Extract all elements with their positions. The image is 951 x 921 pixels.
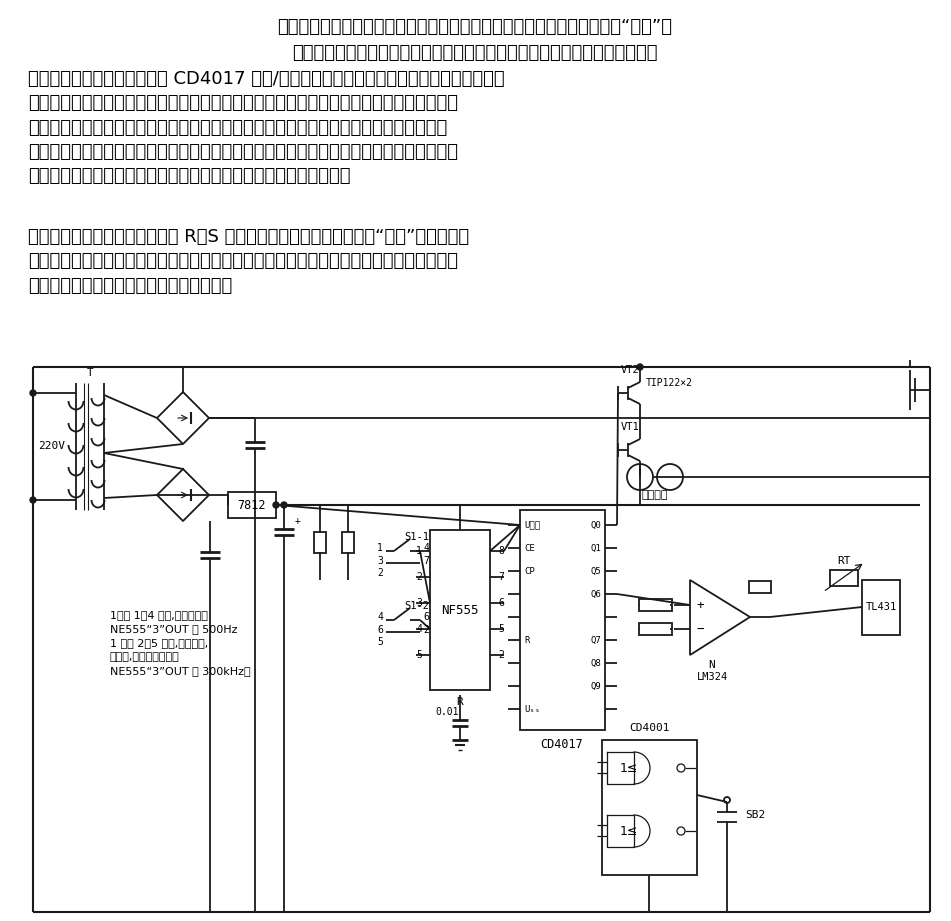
Bar <box>862 580 900 635</box>
Text: T: T <box>87 368 93 378</box>
Text: CP: CP <box>524 566 534 576</box>
Bar <box>830 570 858 586</box>
Circle shape <box>30 497 36 503</box>
Text: 7: 7 <box>498 572 504 582</box>
Bar <box>638 599 671 611</box>
Text: Q8: Q8 <box>591 659 601 668</box>
Text: CE: CE <box>524 543 534 553</box>
Text: 脉冲控制部分由振荡器、比较器、开关电路、锁定部分和脉冲分配部分构成。: 脉冲控制部分由振荡器、比较器、开关电路、锁定部分和脉冲分配部分构成。 <box>292 44 658 62</box>
Text: VT2: VT2 <box>621 365 639 375</box>
Text: 7: 7 <box>423 556 429 566</box>
Text: S1-2: S1-2 <box>404 601 429 611</box>
Text: 8: 8 <box>498 546 504 556</box>
Text: 5: 5 <box>417 650 422 660</box>
Text: 4: 4 <box>423 543 429 553</box>
Text: Q7: Q7 <box>591 635 601 645</box>
Text: 2: 2 <box>417 572 422 582</box>
Text: Q1: Q1 <box>591 543 601 553</box>
Text: 6: 6 <box>498 598 504 608</box>
Text: R: R <box>456 697 463 707</box>
Text: N: N <box>708 660 715 670</box>
Text: S1-1: S1-1 <box>404 532 429 542</box>
Text: 恒温元件: 恒温元件 <box>642 490 669 500</box>
Text: 7812: 7812 <box>238 498 266 511</box>
Bar <box>749 581 771 593</box>
Circle shape <box>281 502 287 508</box>
Text: TL431: TL431 <box>865 602 897 612</box>
Bar <box>520 510 605 730</box>
Text: Q6: Q6 <box>591 589 601 599</box>
Text: 3: 3 <box>377 556 383 566</box>
Text: 5: 5 <box>377 637 383 647</box>
Text: Q9: Q9 <box>591 682 601 691</box>
Text: 开关的锁定控制采用或非门 R－S 触发器来完成。当比较器在输出“充满”信号后可以
使充放电开关永久性锁定在关闭状态，除非进行人工解除。这样，便可以在无人监管时放: 开关的锁定控制采用或非门 R－S 触发器来完成。当比较器在输出“充满”信号后可以… <box>28 228 469 295</box>
Text: Uᴅᴅ: Uᴅᴅ <box>524 520 540 530</box>
Text: 4: 4 <box>377 612 383 622</box>
Text: 6: 6 <box>377 625 383 635</box>
Bar <box>638 623 671 635</box>
Text: 2: 2 <box>498 650 504 660</box>
Text: NF555: NF555 <box>441 603 478 616</box>
Text: 3: 3 <box>417 598 422 608</box>
Text: 0.01: 0.01 <box>435 707 458 717</box>
Bar <box>342 532 354 553</box>
Bar <box>602 740 697 875</box>
Text: 6: 6 <box>423 612 429 622</box>
Text: 1: 1 <box>377 543 383 553</box>
Text: +: + <box>295 516 301 526</box>
Bar <box>430 530 490 690</box>
Text: 1≤: 1≤ <box>620 824 638 837</box>
Text: Q5: Q5 <box>591 566 601 576</box>
Text: 2: 2 <box>377 568 383 578</box>
Bar <box>314 532 326 553</box>
Text: TIP122×2: TIP122×2 <box>646 378 693 388</box>
Text: 1: 1 <box>417 546 422 556</box>
Text: 5: 5 <box>498 624 504 634</box>
Text: R: R <box>524 635 530 645</box>
Text: +: + <box>696 599 704 612</box>
Text: 4: 4 <box>417 624 422 634</box>
Text: 1≤: 1≤ <box>620 762 638 775</box>
Text: 2: 2 <box>423 625 429 635</box>
Text: 来自振荡器的脉冲通过由 CD4017 比较/分配器来控制正向和反向充电、间隙停充、取样
时序各部分所占的脉冲宽度。分配器输出的长脉冲用来控制正向充电开关管；反向: 来自振荡器的脉冲通过由 CD4017 比较/分配器来控制正向和反向充电、间隙停充… <box>28 70 505 185</box>
Text: 220V: 220V <box>38 441 65 451</box>
Circle shape <box>273 502 279 508</box>
Text: Uₛₛ: Uₛₛ <box>524 705 540 714</box>
Circle shape <box>637 364 643 370</box>
Text: CD4001: CD4001 <box>629 723 670 733</box>
Text: CD4017: CD4017 <box>540 738 583 751</box>
Bar <box>228 492 276 518</box>
Text: RT: RT <box>837 556 851 566</box>
Circle shape <box>30 390 36 396</box>
Text: SB2: SB2 <box>745 810 766 820</box>
Text: −: − <box>696 623 704 635</box>
Text: VT1: VT1 <box>621 422 639 432</box>
Text: LM324: LM324 <box>696 672 728 682</box>
Text: 1拨在 1、4 处时,为正常充电
NE555“3”OUT 约 500Hz
1 拨在 2、5 处时,为对废弃,
旧电池,进行修复时充电
NE555“3”OUT 约: 1拨在 1、4 处时,为正常充电 NE555“3”OUT 约 500Hz 1 拨… <box>110 610 251 676</box>
Text: 本充电器采用交流正、反向脉冲调制式充电的方法对电池进行高速的电能“灌装”。: 本充电器采用交流正、反向脉冲调制式充电的方法对电池进行高速的电能“灌装”。 <box>278 18 672 36</box>
Text: Q0: Q0 <box>591 520 601 530</box>
